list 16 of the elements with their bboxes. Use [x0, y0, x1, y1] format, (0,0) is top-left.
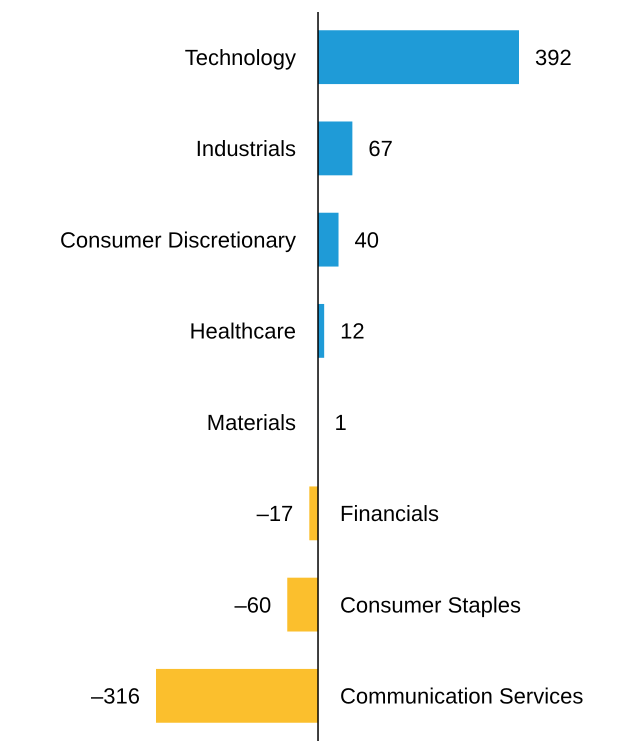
- data-label: –60: [234, 592, 272, 618]
- data-label: 1: [334, 410, 347, 435]
- data-label: –17: [256, 501, 294, 526]
- data-label: 392: [535, 44, 572, 70]
- y-tick-label: Consumer Discretionary: [60, 227, 296, 252]
- data-label: –316: [91, 684, 140, 709]
- data-label: 67: [368, 136, 393, 162]
- y-tick-label: Financials: [340, 501, 440, 526]
- y-tick-label: Technology: [184, 44, 296, 70]
- y-tick-label: Consumer Staples: [340, 592, 521, 618]
- y-tick-label: Industrials: [196, 136, 296, 162]
- y-tick-label: Communication Services: [340, 684, 584, 709]
- y-tick-label: Materials: [206, 410, 296, 435]
- data-label: 40: [354, 227, 380, 252]
- y-tick-label: Healthcare: [190, 318, 296, 344]
- data-label: 12: [340, 318, 365, 344]
